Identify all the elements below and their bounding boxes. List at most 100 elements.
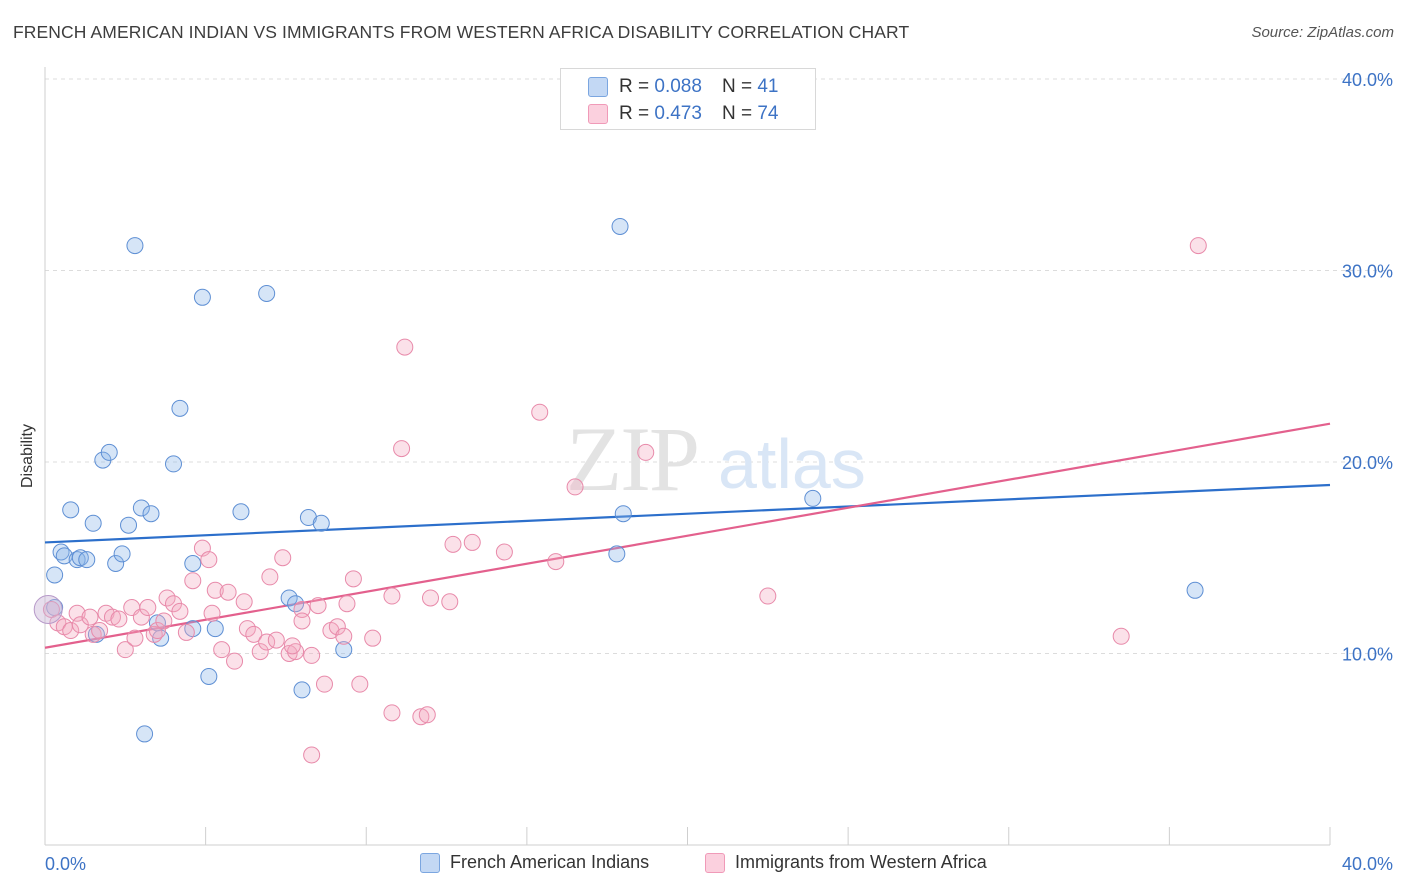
point-immigrants-western-africa [132, 608, 150, 626]
source-label: Source: ZipAtlas.com [1251, 24, 1394, 41]
point-immigrants-western-africa [81, 608, 99, 626]
point-immigrants-western-africa [171, 602, 189, 620]
point-immigrants-western-africa [637, 443, 655, 461]
point-cluster [33, 594, 63, 624]
point-french-american-indians [120, 516, 138, 534]
point-immigrants-western-africa [261, 568, 279, 586]
point-immigrants-western-africa [126, 629, 144, 647]
point-french-american-indians [258, 284, 276, 302]
legend-n-value: 74 [757, 103, 779, 124]
point-french-american-indians [100, 443, 118, 461]
chart-title: FRENCH AMERICAN INDIAN VS IMMIGRANTS FRO… [13, 22, 910, 42]
legend-swatch [705, 852, 725, 873]
point-immigrants-western-africa [293, 612, 311, 630]
point-immigrants-western-africa [245, 625, 263, 643]
point-french-american-indians [287, 595, 305, 613]
point-french-american-indians [84, 514, 102, 532]
point-french-american-indians [107, 554, 125, 572]
point-immigrants-western-africa [213, 641, 231, 659]
point-french-american-indians [171, 399, 189, 417]
point-french-american-indians [312, 514, 330, 532]
data-points [33, 217, 1207, 764]
axes [44, 67, 1331, 846]
legend-n-value: 41 [757, 76, 779, 97]
stats-legend: R = 0.088 N = 41 R = 0.473 N = 74 [560, 68, 816, 130]
point-immigrants-western-africa [338, 595, 356, 613]
watermark: ZIP atlas [566, 408, 866, 510]
point-french-american-indians [206, 620, 224, 638]
legend-r-label: R = [619, 76, 650, 97]
series-legend: French American Indians Immigrants from … [0, 852, 1406, 878]
point-immigrants-western-africa [62, 622, 80, 640]
point-immigrants-western-africa [335, 627, 353, 645]
watermark-zip: ZIP [566, 408, 698, 510]
point-french-american-indians [280, 589, 298, 607]
point-immigrants-western-africa [303, 746, 321, 764]
point-immigrants-western-africa [1189, 237, 1207, 255]
legend-row-blue: R = 0.088 N = 41 [619, 74, 778, 100]
tick-labels: 10.0% 20.0% 30.0% 40.0% 0.0% 40.0% [45, 70, 1393, 874]
point-french-american-indians [184, 554, 202, 572]
x-tick-label: 0.0% [45, 854, 86, 874]
point-immigrants-western-africa [226, 652, 244, 670]
point-immigrants-western-africa [383, 587, 401, 605]
point-immigrants-western-africa [383, 704, 401, 722]
point-french-american-indians [78, 551, 96, 569]
y-tick-label: 40.0% [1342, 70, 1393, 90]
legend-r-label: R = [619, 103, 650, 124]
point-french-american-indians [335, 641, 353, 659]
legend-r-value: 0.473 [654, 103, 702, 124]
legend-swatch [420, 852, 440, 873]
point-french-american-indians [62, 501, 80, 519]
y-tick-label: 10.0% [1342, 645, 1393, 665]
point-french-american-indians [804, 489, 822, 507]
point-immigrants-western-africa [444, 535, 462, 553]
point-immigrants-western-africa [531, 403, 549, 421]
point-immigrants-western-africa [287, 643, 305, 661]
point-immigrants-western-africa [547, 553, 565, 571]
legend-label: French American Indians [450, 852, 650, 872]
point-immigrants-western-africa [309, 597, 327, 615]
point-french-american-indians [200, 667, 218, 685]
legend-swatch-blue [588, 77, 608, 97]
point-immigrants-western-africa [139, 599, 157, 617]
point-immigrants-western-africa [283, 637, 301, 655]
legend-row-pink: R = 0.473 N = 74 [619, 101, 778, 127]
y-tick-label: 30.0% [1342, 262, 1393, 282]
point-immigrants-western-africa [441, 593, 459, 611]
point-immigrants-western-africa [148, 622, 166, 640]
point-french-american-indians [142, 505, 160, 523]
point-immigrants-western-africa [203, 604, 221, 622]
point-immigrants-western-africa [274, 549, 292, 567]
point-immigrants-western-africa [351, 675, 369, 693]
point-french-american-indians [165, 455, 182, 473]
point-immigrants-western-africa [116, 641, 134, 659]
point-immigrants-western-africa [315, 675, 333, 693]
point-french-american-indians [71, 549, 89, 567]
legend-swatch-pink [588, 104, 608, 124]
point-immigrants-western-africa [91, 622, 109, 640]
point-french-american-indians [614, 505, 632, 523]
point-french-american-indians [132, 499, 150, 517]
point-french-american-indians [232, 503, 250, 521]
grid-lines [45, 78, 1392, 654]
trend-lines [44, 422, 1331, 649]
point-french-american-indians [193, 288, 211, 306]
point-immigrants-western-africa [393, 440, 411, 458]
x-tick-label: 40.0% [1342, 854, 1393, 874]
legend-n-label: N = [721, 103, 753, 124]
y-tick-label: 20.0% [1342, 453, 1393, 473]
point-immigrants-western-africa [235, 593, 253, 611]
point-immigrants-western-africa [251, 643, 269, 661]
point-immigrants-western-africa [206, 581, 224, 599]
point-french-american-indians [293, 681, 311, 699]
legend-r-value: 0.088 [654, 76, 702, 97]
point-immigrants-western-africa [158, 589, 176, 607]
point-french-american-indians [126, 237, 144, 255]
point-immigrants-western-africa [495, 543, 513, 561]
point-immigrants-western-africa [418, 706, 436, 724]
point-french-american-indians [113, 545, 131, 563]
point-immigrants-western-africa [364, 629, 382, 647]
trend-line-pink [44, 422, 1331, 649]
